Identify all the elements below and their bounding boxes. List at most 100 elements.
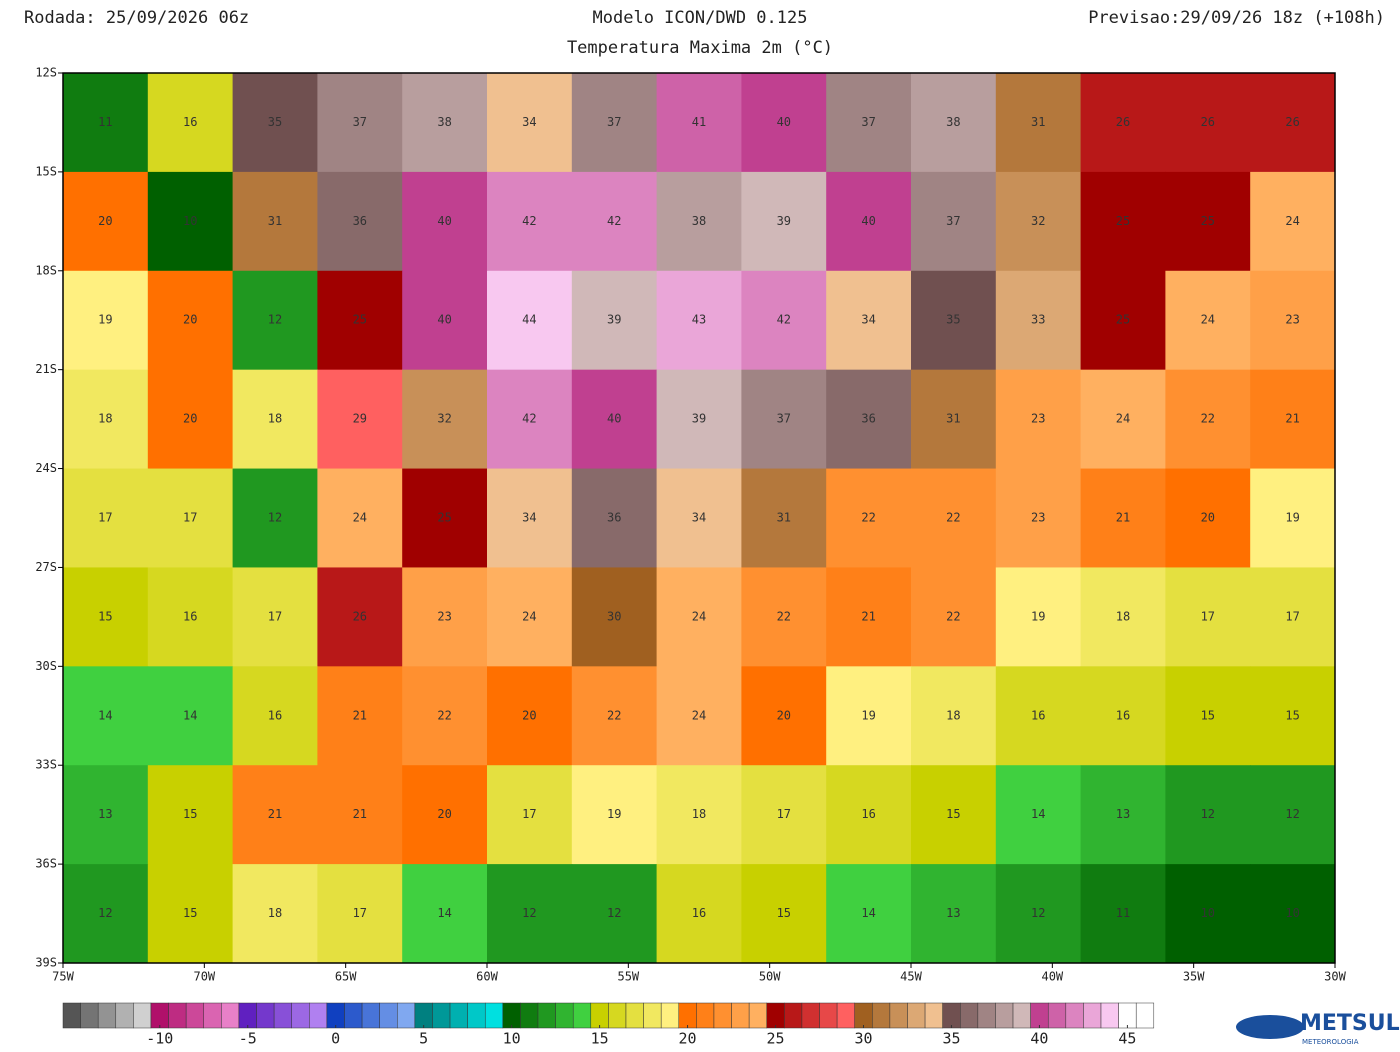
temperature-label: 16 — [183, 609, 197, 623]
colorbar-box — [1065, 1002, 1084, 1029]
temperature-label: 16 — [183, 115, 197, 129]
colorbar-box — [836, 1002, 855, 1029]
temperature-label: 30 — [607, 609, 621, 623]
temperature-cell — [571, 765, 658, 865]
y-tick-label: 33S — [35, 758, 57, 772]
temperature-cell — [63, 567, 149, 667]
colorbar-label: 25 — [767, 1030, 785, 1048]
temperature-label: 37 — [861, 115, 875, 129]
colorbar-box — [1047, 1002, 1067, 1029]
temperature-label: 26 — [1201, 115, 1215, 129]
y-tick-label: 18S — [35, 263, 57, 277]
temperature-label: 18 — [268, 412, 282, 426]
temperature-label: 32 — [1031, 214, 1045, 228]
temperature-label: 37 — [946, 214, 960, 228]
temperature-cell — [317, 369, 403, 470]
temperature-label: 14 — [1031, 807, 1045, 821]
temperature-label: 25 — [1116, 214, 1130, 228]
temperature-cell — [1080, 765, 1166, 865]
temperature-label: 17 — [1201, 609, 1215, 623]
temperature-cell — [1165, 765, 1251, 865]
temperature-label: 32 — [437, 412, 451, 426]
logo: METSUL METEOROLOGIA — [1236, 1011, 1400, 1046]
temperature-label: 21 — [353, 708, 367, 722]
temperature-label: 36 — [861, 412, 875, 426]
temperature-cell — [487, 468, 573, 568]
colorbar-box — [397, 1002, 416, 1029]
temperature-cell — [911, 567, 997, 667]
colorbar-box — [1012, 1002, 1031, 1029]
temperature-label: 12 — [607, 906, 621, 920]
colorbar-box — [238, 1002, 257, 1029]
temperature-label: 15 — [1285, 708, 1299, 722]
colorbar-box — [520, 1002, 539, 1029]
colorbar-box — [1118, 1002, 1137, 1029]
temperature-cell — [656, 567, 742, 667]
temperature-label: 40 — [607, 412, 621, 426]
x-tick-label: 65W — [335, 970, 357, 984]
temperature-label: 40 — [437, 313, 451, 327]
x-tick-label: 50W — [759, 970, 781, 984]
temperature-label: 13 — [98, 807, 112, 821]
temperature-label: 25 — [1116, 313, 1130, 327]
colorbar-box — [590, 1002, 609, 1029]
temperature-cell — [571, 864, 658, 964]
temperature-label: 31 — [777, 511, 791, 525]
temperature-label: 14 — [183, 708, 197, 722]
temperature-cell — [147, 567, 234, 667]
temperature-cell — [741, 567, 827, 667]
colorbar-box — [432, 1002, 451, 1029]
colorbar-box — [872, 1002, 891, 1029]
colorbar-label: 0 — [331, 1030, 340, 1048]
temperature-cell — [995, 567, 1082, 667]
colorbar-box — [256, 1002, 275, 1029]
temperature-cell — [911, 73, 997, 173]
colorbar-box — [80, 1002, 99, 1029]
colorbar-box — [555, 1002, 574, 1029]
temperature-label: 42 — [607, 214, 621, 228]
temperature-label: 40 — [861, 214, 875, 228]
colorbar-box — [273, 1002, 292, 1029]
temperature-cell — [232, 468, 318, 568]
temperature-cell — [741, 666, 827, 766]
temperature-cell — [911, 270, 997, 371]
temperature-cell — [911, 864, 997, 964]
temperature-label: 26 — [1116, 115, 1130, 129]
temperature-cell — [656, 468, 742, 568]
temperature-cell — [995, 468, 1082, 568]
temperature-cell — [317, 468, 403, 568]
colorbar-box — [1135, 1002, 1155, 1029]
temperature-cell — [402, 270, 488, 371]
temperature-label: 18 — [98, 412, 112, 426]
logo-globe — [1236, 1015, 1304, 1039]
temperature-label: 24 — [1116, 412, 1130, 426]
temperature-cell — [1250, 864, 1336, 964]
colorbar-box — [713, 1002, 732, 1029]
colorbar-box — [291, 1002, 310, 1029]
temperature-label: 22 — [437, 708, 451, 722]
colorbar-box — [924, 1002, 943, 1029]
temperature-label: 24 — [353, 511, 367, 525]
colorbar-box — [1083, 1002, 1102, 1029]
temperature-label: 19 — [1031, 609, 1045, 623]
temperature-label: 22 — [946, 511, 960, 525]
colorbar-box — [62, 1002, 81, 1029]
temperature-cell — [63, 270, 149, 371]
temperature-cell — [232, 369, 318, 470]
temperature-label: 16 — [1031, 708, 1045, 722]
temperature-cell — [571, 73, 658, 173]
temperature-cell — [1080, 666, 1166, 766]
temperature-label: 12 — [268, 313, 282, 327]
temperature-label: 37 — [607, 115, 621, 129]
colorbar-box — [801, 1002, 820, 1029]
temperature-cell — [232, 171, 318, 272]
temperature-label: 21 — [353, 807, 367, 821]
temperature-label: 24 — [1201, 313, 1215, 327]
temperature-label: 21 — [268, 807, 282, 821]
colorbar-box — [133, 1002, 152, 1029]
temperature-label: 10 — [183, 214, 197, 228]
temperature-label: 26 — [353, 609, 367, 623]
temperature-label: 40 — [437, 214, 451, 228]
temperature-label: 23 — [1285, 313, 1299, 327]
temperature-cell — [317, 864, 403, 964]
